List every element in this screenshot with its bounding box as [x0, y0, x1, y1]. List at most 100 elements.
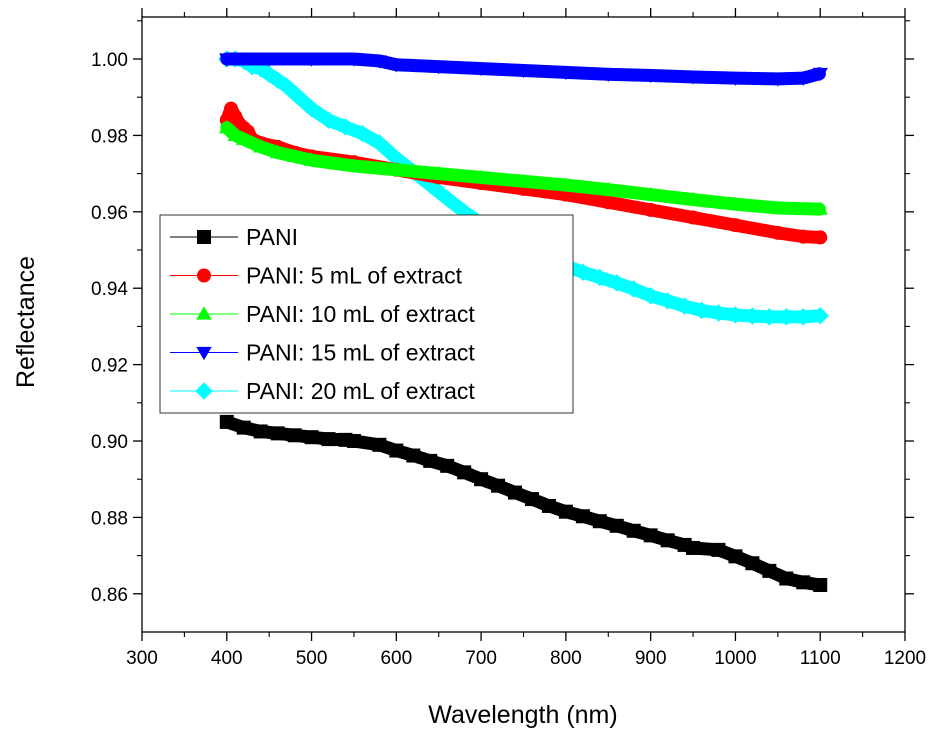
data-point [270, 426, 285, 441]
legend-label: PANI: 10 mL of extract [246, 301, 475, 327]
data-point [440, 458, 455, 473]
data-point [388, 162, 405, 176]
x-axis: 300 400 500 600 700 800 900 1000 1100 1200 [126, 8, 926, 669]
legend-label: PANI: 20 mL of extract [246, 378, 475, 404]
y-tick-label: 0.94 [91, 279, 128, 300]
data-point [812, 67, 828, 82]
data-point [812, 201, 828, 215]
data-point [813, 578, 828, 593]
data-point [321, 432, 336, 447]
data-point [626, 523, 641, 538]
x-tick-label: 500 [296, 648, 328, 669]
data-point [370, 134, 389, 152]
data-point [474, 472, 489, 487]
data-point [796, 575, 811, 590]
data-point [388, 59, 405, 73]
x-axis-title: Wavelength (nm) [428, 701, 617, 729]
data-point [608, 274, 626, 292]
x-tick-label: 700 [465, 648, 497, 669]
data-point [727, 72, 744, 86]
data-point [642, 69, 659, 84]
data-point [642, 186, 659, 201]
data-point [658, 292, 677, 310]
data-point [252, 139, 269, 153]
data-point [558, 66, 574, 81]
legend: PANI PANI: 5 mL of extract PANI: 10 mL of … [159, 214, 574, 414]
data-point [558, 177, 574, 191]
x-tick-label: 1200 [884, 648, 926, 669]
data-point [304, 430, 319, 445]
x-tick-label: 800 [550, 648, 582, 669]
data-point [371, 55, 388, 69]
data-point [236, 420, 251, 435]
data-point [346, 434, 361, 449]
y-tick-label: 0.88 [91, 508, 128, 529]
data-point [643, 202, 658, 217]
series-0 [219, 414, 828, 593]
data-point [770, 225, 785, 240]
data-point [762, 563, 777, 578]
y-tick-label: 0.92 [91, 356, 128, 377]
y-tick-label: 1.00 [91, 50, 128, 71]
data-point [592, 514, 607, 529]
data-point [574, 263, 592, 281]
data-point [675, 297, 694, 315]
data-point [269, 144, 286, 159]
data-point [600, 68, 616, 82]
data-point [796, 229, 811, 244]
y-axis-title: Reflectance [12, 256, 40, 388]
data-point [389, 443, 404, 458]
data-point [660, 533, 675, 548]
data-point [726, 306, 745, 324]
series-2 [219, 120, 828, 216]
data-point [813, 230, 828, 245]
data-point [727, 196, 744, 210]
data-point [353, 124, 372, 143]
data-point [303, 152, 320, 166]
data-point [515, 64, 532, 79]
x-tick-label: 1000 [714, 648, 756, 669]
data-point [346, 53, 362, 67]
data-point [692, 301, 711, 320]
y-tick-label: 0.86 [91, 585, 128, 606]
data-point [770, 73, 786, 87]
data-point [686, 210, 701, 225]
data-point [473, 62, 489, 77]
data-point [302, 99, 321, 118]
legend-marker [196, 346, 212, 361]
data-point [515, 173, 532, 187]
data-point [261, 53, 277, 67]
data-point [541, 498, 556, 513]
x-tick-label: 900 [635, 648, 667, 669]
data-point [286, 148, 303, 163]
data-point [346, 158, 362, 172]
data-point [508, 485, 523, 500]
data-point [287, 428, 302, 443]
legend-marker [197, 230, 211, 244]
data-point [795, 72, 811, 86]
y-tick-label: 0.98 [91, 126, 128, 147]
data-point [624, 280, 643, 298]
data-point [285, 84, 304, 103]
x-tick-label: 300 [126, 648, 158, 669]
x-tick-label: 1100 [800, 648, 841, 669]
data-point [601, 195, 616, 210]
data-point [770, 200, 786, 214]
data-point [431, 165, 447, 180]
x-tick-label: 600 [380, 648, 412, 669]
data-point [524, 492, 539, 507]
data-point [728, 218, 743, 233]
series-layer [218, 50, 829, 593]
data-point [372, 437, 387, 452]
data-point [319, 111, 338, 129]
data-point [575, 509, 590, 524]
legend-label: PANI: 5 mL of extract [246, 263, 463, 289]
data-point [711, 542, 726, 557]
data-point [779, 571, 794, 586]
data-point [236, 131, 252, 145]
data-point [431, 61, 447, 75]
data-point [643, 528, 658, 543]
data-point [641, 287, 660, 305]
data-point [457, 465, 472, 480]
